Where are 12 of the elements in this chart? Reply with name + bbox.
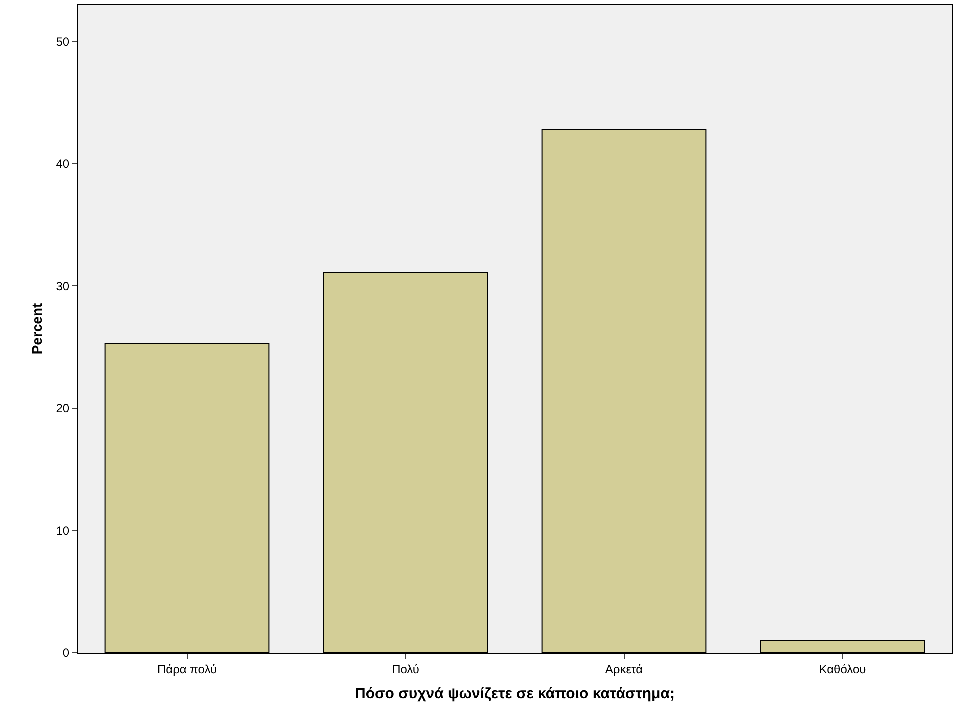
y-tick-label: 40 <box>56 157 70 172</box>
x-tick-label: Πολύ <box>392 662 420 676</box>
y-tick-label: 30 <box>56 279 70 294</box>
x-axis-title: Πόσο συχνά ψωνίζετε σε κάποιο κατάστημα; <box>355 685 675 702</box>
x-tick-label: Πάρα πολύ <box>157 662 218 676</box>
y-tick-label: 0 <box>62 646 70 660</box>
x-tick-label: Αρκετά <box>605 662 644 676</box>
y-axis-title: Percent <box>28 302 45 355</box>
y-tick-label: 50 <box>56 34 70 49</box>
x-tick-label: Καθόλου <box>819 662 866 676</box>
y-tick-label: 20 <box>56 402 70 416</box>
y-tick-label: 10 <box>56 524 70 538</box>
